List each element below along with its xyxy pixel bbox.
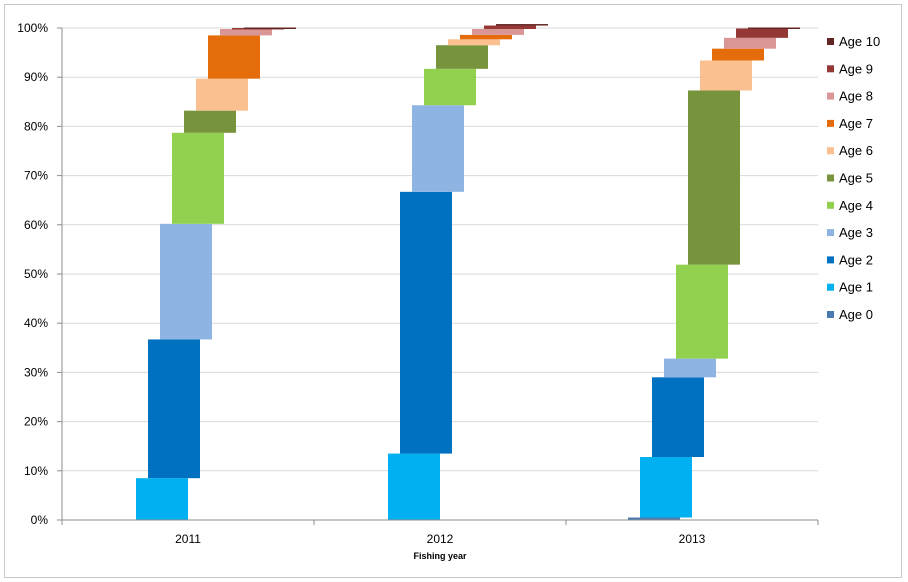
bar-2011-age-10: [244, 27, 296, 30]
legend-label: Age 5: [839, 171, 873, 186]
bar-2012-age-8: [472, 28, 524, 35]
y-tick-label: 100%: [17, 21, 48, 35]
y-tick-label: 10%: [24, 464, 48, 478]
axes: [57, 27, 819, 525]
bar-2012-age-1: [388, 453, 440, 520]
legend-label: Age 6: [839, 143, 873, 158]
legend-label: Age 1: [839, 280, 873, 295]
x-tick-label: 2012: [427, 532, 454, 546]
x-tick-labels: 2011 2012 2013: [175, 532, 706, 546]
bar-2011-age-7: [208, 35, 260, 79]
bar-2012-age-2: [400, 191, 452, 454]
y-tick-label: 20%: [24, 415, 48, 429]
y-tick-label: 30%: [24, 365, 48, 379]
bar-2013-age-0: [628, 517, 680, 520]
legend-label: Age 3: [839, 225, 873, 240]
bar-2011-age-6: [196, 78, 248, 111]
legend-swatch: [827, 92, 834, 100]
bar-2013-age-1: [640, 457, 692, 518]
legend-swatch: [827, 311, 834, 318]
bar-2012-age-9: [484, 25, 536, 29]
legend-swatch: [827, 65, 834, 73]
legend-swatch: [827, 174, 834, 182]
bar-2013-age-10: [748, 27, 800, 30]
bars: [136, 24, 800, 520]
bar-2011-age-1: [136, 478, 188, 520]
legend-label: Age 10: [839, 34, 880, 49]
x-tick-label: 2011: [175, 532, 201, 546]
y-tick-labels: 0% 10% 20% 30% 40% 50% 60% 70% 80% 90% 100%: [17, 21, 48, 527]
bar-2012-age-10: [496, 24, 548, 26]
legend-swatch: [827, 283, 834, 291]
bar-2011-age-2: [148, 339, 200, 479]
legend-label: Age 4: [839, 198, 873, 213]
bar-2012-age-3: [412, 105, 464, 192]
legend-swatch: [827, 38, 834, 45]
legend-swatch: [827, 229, 834, 237]
y-tick-label: 80%: [24, 119, 48, 133]
x-tick-label: 2013: [679, 532, 706, 546]
bar-2012-age-5: [436, 45, 488, 69]
bar-2013-age-5: [688, 90, 740, 265]
legend-swatch: [827, 201, 834, 209]
y-tick-label: 90%: [24, 70, 48, 84]
legend-label: Age 2: [839, 252, 873, 267]
y-tick-label: 0%: [31, 513, 49, 527]
x-axis-title: Fishing year: [413, 551, 467, 561]
bar-2013-age-8: [724, 37, 776, 49]
y-tick-label: 60%: [24, 218, 48, 232]
bar-2011-age-3: [160, 223, 212, 340]
bar-2012-age-7: [460, 34, 512, 40]
bar-2013-age-7: [712, 48, 764, 61]
y-tick-label: 70%: [24, 169, 48, 183]
bar-2012-age-4: [424, 68, 476, 106]
y-tick-label: 50%: [24, 267, 48, 281]
bar-2013-age-4: [676, 264, 728, 359]
legend-swatch: [827, 147, 834, 155]
bar-2013-age-3: [664, 358, 716, 378]
legend-label: Age 9: [839, 61, 873, 76]
legend-swatch: [827, 119, 834, 127]
bar-2012-age-6: [448, 39, 500, 46]
y-tick-label: 40%: [24, 316, 48, 330]
bar-2011-age-8: [220, 28, 272, 36]
bar-2013-age-6: [700, 60, 752, 91]
bar-2011-age-5: [184, 110, 236, 133]
legend-label: Age 8: [839, 89, 873, 104]
legend: Age 10 Age 9 Age 8 Age 7 Age 6 Age 5 Age 4 Age …: [827, 34, 880, 322]
legend-swatch: [827, 256, 834, 264]
bar-2013-age-2: [652, 377, 704, 458]
legend-label: Age 0: [839, 307, 873, 322]
bar-2011-age-4: [172, 132, 224, 224]
legend-label: Age 7: [839, 116, 873, 131]
bar-2013-age-9: [736, 28, 788, 38]
